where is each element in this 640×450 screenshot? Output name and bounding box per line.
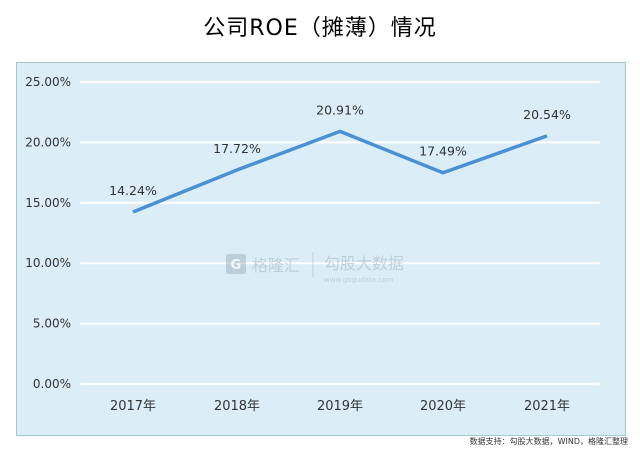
- data-labels: 14.24% 17.72% 20.91% 17.49% 20.54%: [109, 102, 571, 198]
- grid-lines: [80, 81, 600, 385]
- source-note: 数据支持：勾股大数据，WIND，格隆汇整理: [469, 437, 628, 446]
- y-tick-label: 0.00%: [33, 377, 71, 391]
- watermark: G 格隆汇 勾股大数据 www.gogudata.com: [226, 252, 404, 284]
- watermark-brand1: 格隆汇: [252, 256, 300, 275]
- data-label: 17.49%: [419, 144, 467, 159]
- series-line: [132, 129, 548, 214]
- watermark-logo-icon: [226, 254, 246, 274]
- data-label: 20.54%: [523, 107, 571, 122]
- svg-text:G: G: [231, 258, 242, 273]
- x-tick-label: 2021年: [524, 399, 570, 414]
- data-label: 20.91%: [316, 102, 364, 117]
- y-tick-label: 25.00%: [25, 75, 71, 89]
- y-tick-label: 15.00%: [25, 196, 71, 210]
- data-label: 17.72%: [213, 141, 261, 156]
- x-tick-label: 2018年: [214, 399, 260, 414]
- y-tick-label: 20.00%: [25, 135, 71, 149]
- y-tick-label: 10.00%: [25, 256, 71, 270]
- y-axis-ticks: 0.00% 5.00% 10.00% 15.00% 20.00% 25.00%: [25, 75, 71, 391]
- watermark-url: www.gogudata.com: [324, 276, 393, 284]
- x-tick-label: 2019年: [317, 399, 363, 414]
- watermark-brand2: 勾股大数据: [324, 254, 404, 273]
- chart-title: 公司ROE（摊薄）情况: [203, 16, 437, 41]
- data-label: 14.24%: [109, 183, 157, 198]
- x-tick-label: 2020年: [420, 399, 466, 414]
- x-tick-label: 2017年: [110, 399, 156, 414]
- plot-background: [16, 62, 626, 436]
- x-axis-ticks: 2017年 2018年 2019年 2020年 2021年: [110, 399, 570, 414]
- y-tick-label: 5.00%: [33, 317, 71, 331]
